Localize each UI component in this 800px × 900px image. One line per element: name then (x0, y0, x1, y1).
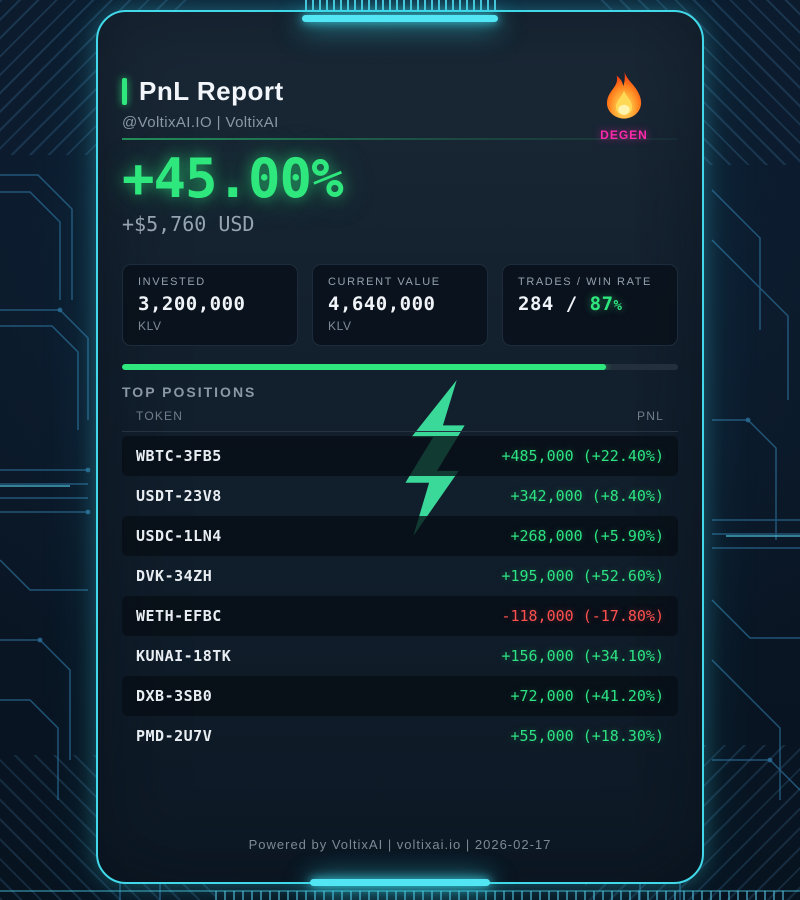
top-glow-notch (302, 15, 498, 22)
win-rate-progress-fill (122, 364, 606, 370)
table-row: USDT-23V8 +342,000 (+8.40%) (122, 476, 678, 516)
win-rate-progress-track (122, 364, 678, 370)
pnl-cell: +72,000 (+41.20%) (510, 687, 664, 705)
bottom-glow-notch (310, 879, 490, 886)
column-pnl: PNL (637, 409, 664, 423)
pnl-cell: +55,000 (+18.30%) (510, 727, 664, 745)
stat-label: CURRENT VALUE (328, 276, 441, 288)
header-divider (122, 138, 678, 140)
trades-count: 284 (518, 293, 554, 315)
degen-badge: DEGEN (596, 68, 652, 142)
bottom-barcode-decoration (215, 891, 790, 900)
stat-label: TRADES / WIN RATE (518, 276, 652, 288)
table-row: KUNAI-18TK +156,000 (+34.10%) (122, 636, 678, 676)
degen-badge-label: DEGEN (600, 128, 648, 142)
stat-unit: KLV (138, 319, 162, 333)
pnl-cell: +342,000 (+8.40%) (510, 487, 664, 505)
table-row: WETH-EFBC -118,000 (-17.80%) (122, 596, 678, 636)
title-accent-bar (122, 78, 127, 105)
page-title: PnL Report (139, 76, 284, 106)
pnl-cell: +268,000 (+5.90%) (510, 527, 664, 545)
pnl-cell: +485,000 (+22.40%) (501, 447, 664, 465)
token-cell: WBTC-3FB5 (136, 447, 222, 465)
table-row: WBTC-3FB5 +485,000 (+22.40%) (122, 436, 678, 476)
stat-invested: INVESTED 3,200,000 KLV (122, 264, 298, 346)
pnl-cell: +195,000 (+52.60%) (501, 567, 664, 585)
column-token: TOKEN (136, 409, 184, 423)
table-row: USDC-1LN4 +268,000 (+5.90%) (122, 516, 678, 556)
positions-table-header: TOKEN PNL (122, 409, 678, 432)
trades-separator: / (553, 293, 590, 315)
stat-unit: KLV (328, 319, 352, 333)
card-header: PnL Report (122, 76, 678, 107)
table-row: PMD-2U7V +55,000 (+18.30%) (122, 716, 678, 756)
win-rate-value: 87 (589, 293, 614, 315)
pnl-report-card: PnL Report @VoltixAI.IO | VoltixAI DEGEN (96, 10, 704, 886)
stat-value: 3,200,000 (138, 293, 246, 315)
top-positions-section: TOP POSITIONS TOKEN PNL WBTC-3FB5 +485,0… (122, 380, 678, 756)
footer-text: Powered by VoltixAI | voltixai.io | 2026… (248, 837, 552, 852)
pnl-cell: +156,000 (+34.10%) (501, 647, 664, 665)
stats-row: INVESTED 3,200,000 KLV CURRENT VALUE 4,6… (122, 264, 678, 346)
stat-label: INVESTED (138, 276, 206, 288)
token-cell: USDC-1LN4 (136, 527, 222, 545)
win-rate-percent-sign: % (613, 298, 623, 314)
pnl-cell: -118,000 (-17.80%) (501, 607, 664, 625)
account-subtitle: @VoltixAI.IO | VoltixAI (122, 114, 279, 131)
pnl-usd-value: +$5,760 USD (122, 212, 255, 236)
stat-value: 284 / 87% (518, 293, 662, 315)
token-cell: USDT-23V8 (136, 487, 222, 505)
positions-table-body: WBTC-3FB5 +485,000 (+22.40%) USDT-23V8 +… (122, 436, 678, 756)
top-positions-heading: TOP POSITIONS (122, 384, 257, 400)
token-cell: PMD-2U7V (136, 727, 213, 745)
stat-trades-winrate: TRADES / WIN RATE 284 / 87% (502, 264, 678, 346)
stat-value: 4,640,000 (328, 293, 436, 315)
token-cell: KUNAI-18TK (136, 647, 232, 665)
top-barcode-decoration (305, 0, 500, 11)
token-cell: WETH-EFBC (136, 607, 222, 625)
pnl-percent-value: +45.00% (122, 147, 344, 210)
table-row: DXB-3SB0 +72,000 (+41.20%) (122, 676, 678, 716)
token-cell: DVK-34ZH (136, 567, 213, 585)
stat-current-value: CURRENT VALUE 4,640,000 KLV (312, 264, 488, 346)
fire-icon (606, 69, 642, 119)
table-row: DVK-34ZH +195,000 (+52.60%) (122, 556, 678, 596)
token-cell: DXB-3SB0 (136, 687, 213, 705)
